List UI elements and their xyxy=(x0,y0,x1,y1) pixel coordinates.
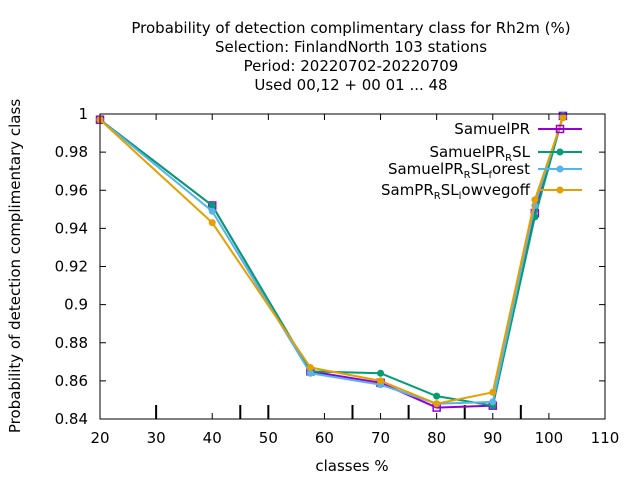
y-tick-label: 0.92 xyxy=(55,258,88,276)
data-point xyxy=(208,207,216,215)
x-tick-label: 80 xyxy=(427,429,446,447)
x-tick-label: 30 xyxy=(147,429,166,447)
y-tick-label: 0.84 xyxy=(55,410,88,428)
data-point xyxy=(433,400,441,408)
tick-labels: 20 30 40 50 60 70 80 90 100 110 0.84 0.86 0.88 0.9 0.9… xyxy=(55,105,620,447)
y-axis-label: Probability of detection complimentary c… xyxy=(6,99,24,433)
y-tick-label: 1 xyxy=(78,105,88,123)
data-point xyxy=(489,398,497,406)
data-point xyxy=(377,369,385,377)
x-tick-label: 100 xyxy=(535,429,564,447)
series-group xyxy=(95,111,568,412)
x-tick-label: 40 xyxy=(203,429,222,447)
series-line xyxy=(99,115,564,407)
legend-marker xyxy=(556,165,564,173)
plot-frame xyxy=(99,113,606,420)
legend-marker xyxy=(555,124,565,134)
y-tick-label: 0.94 xyxy=(55,219,88,237)
y-tick-label: 0.86 xyxy=(55,372,88,390)
series-3 xyxy=(96,114,567,408)
legend-label: SamuelPR xyxy=(454,120,530,138)
title-line-3: Period: 20220702-20220709 xyxy=(244,57,459,75)
x-tick-label: 50 xyxy=(259,429,278,447)
legend-label: SamuelPRRSL xyxy=(429,143,530,164)
series-line xyxy=(99,115,564,405)
title-line-1: Probability of detection complimentary c… xyxy=(131,19,570,37)
x-tick-label: 60 xyxy=(315,429,334,447)
x-axis-label: classes % xyxy=(315,457,388,475)
title-line-2: Selection: FinlandNorth 103 stations xyxy=(215,38,487,56)
data-point xyxy=(306,364,314,372)
title-line-4: Used 00,12 + 00 01 ... 48 xyxy=(254,76,447,94)
y-tick-label: 0.96 xyxy=(55,181,88,199)
legend-label: SamPRRSLlowvegoff xyxy=(381,181,531,202)
legend: SamuelPR SamuelPRRSLSamuelPRRSLforestSamP… xyxy=(381,120,582,202)
legend-marker xyxy=(556,186,564,194)
series-line xyxy=(99,117,564,405)
y-tick-label: 0.9 xyxy=(64,296,88,314)
y-tick-label: 0.98 xyxy=(55,143,88,161)
legend-marker xyxy=(556,148,564,156)
chart-title: Probability of detection complimentary c… xyxy=(131,19,570,94)
data-point xyxy=(433,392,441,400)
x-tick-label: 90 xyxy=(483,429,502,447)
legend-label: SamuelPRRSLforest xyxy=(388,160,530,181)
data-point xyxy=(559,114,567,122)
data-point xyxy=(531,196,539,204)
data-point xyxy=(489,388,497,396)
data-point xyxy=(306,369,314,377)
x-tick-label: 110 xyxy=(591,429,620,447)
x-tick-label: 70 xyxy=(371,429,390,447)
x-tick-label: 20 xyxy=(90,429,109,447)
data-point xyxy=(208,219,216,227)
y-tick-label: 0.88 xyxy=(55,334,88,352)
data-point xyxy=(377,377,385,385)
data-point xyxy=(208,202,216,209)
